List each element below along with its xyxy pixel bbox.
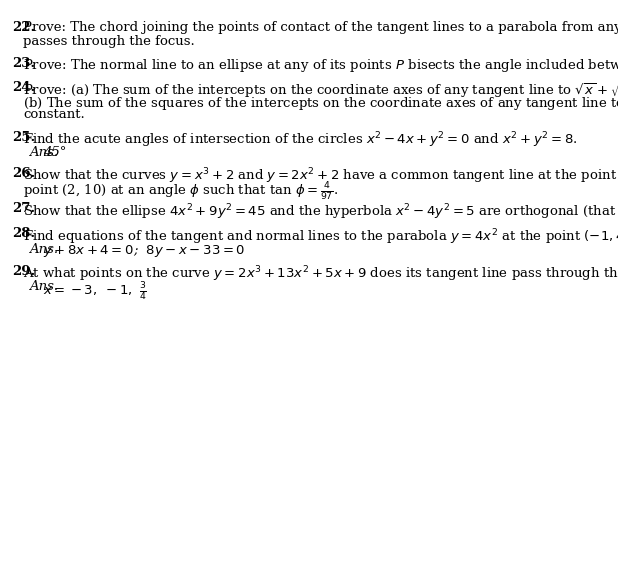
Text: Prove: (a) The sum of the intercepts on the coordinate axes of any tangent line : Prove: (a) The sum of the intercepts on … <box>23 81 618 100</box>
Text: Ans.: Ans. <box>29 280 58 293</box>
Text: 23.: 23. <box>12 57 36 70</box>
Text: Ans.: Ans. <box>29 243 58 256</box>
Text: 27.: 27. <box>12 202 36 215</box>
Text: $x=-3,\ -1,\ \frac{3}{4}$: $x=-3,\ -1,\ \frac{3}{4}$ <box>43 280 147 302</box>
Text: $y+8x+4=0$;  $8y-x-33=0$: $y+8x+4=0$; $8y-x-33=0$ <box>43 243 245 258</box>
Text: (b) The sum of the squares of the intercepts on the coordinate axes of any tange: (b) The sum of the squares of the interc… <box>23 95 618 114</box>
Text: constant.: constant. <box>23 109 85 122</box>
Text: 24.: 24. <box>12 81 36 93</box>
Text: 45°: 45° <box>43 146 67 159</box>
Text: 22.: 22. <box>12 21 36 34</box>
Text: point (2, 10) at an angle $\phi$ such that tan $\phi = \frac{4}{97}$.: point (2, 10) at an angle $\phi$ such th… <box>23 181 339 203</box>
Text: 26.: 26. <box>12 167 36 180</box>
Text: Prove: The chord joining the points of contact of the tangent lines to a parabol: Prove: The chord joining the points of c… <box>23 21 618 34</box>
Text: passes through the focus.: passes through the focus. <box>23 35 195 48</box>
Text: Find equations of the tangent and normal lines to the parabola $y=4x^2$ at the p: Find equations of the tangent and normal… <box>23 227 618 247</box>
Text: Show that the curves $y=x^3+2$ and $y=2x^2+2$ have a common tangent line at the : Show that the curves $y=x^3+2$ and $y=2x… <box>23 167 618 186</box>
Text: Find the acute angles of intersection of the circles $x^2-4x+y^2=0$ and $x^2+y^2: Find the acute angles of intersection of… <box>23 131 577 150</box>
Text: 29.: 29. <box>12 265 36 278</box>
Text: Ans.: Ans. <box>29 146 58 159</box>
Text: Show that the ellipse $4x^2+9y^2=45$ and the hyperbola $x^2-4y^2=5$ are orthogon: Show that the ellipse $4x^2+9y^2=45$ and… <box>23 202 618 222</box>
Text: 25.: 25. <box>12 131 36 144</box>
Text: Prove: The normal line to an ellipse at any of its points $P$ bisects the angle : Prove: The normal line to an ellipse at … <box>23 57 618 74</box>
Text: 28.: 28. <box>12 227 36 240</box>
Text: At what points on the curve $y=2x^3+13x^2+5x+9$ does its tangent line pass throu: At what points on the curve $y=2x^3+13x^… <box>23 265 618 284</box>
